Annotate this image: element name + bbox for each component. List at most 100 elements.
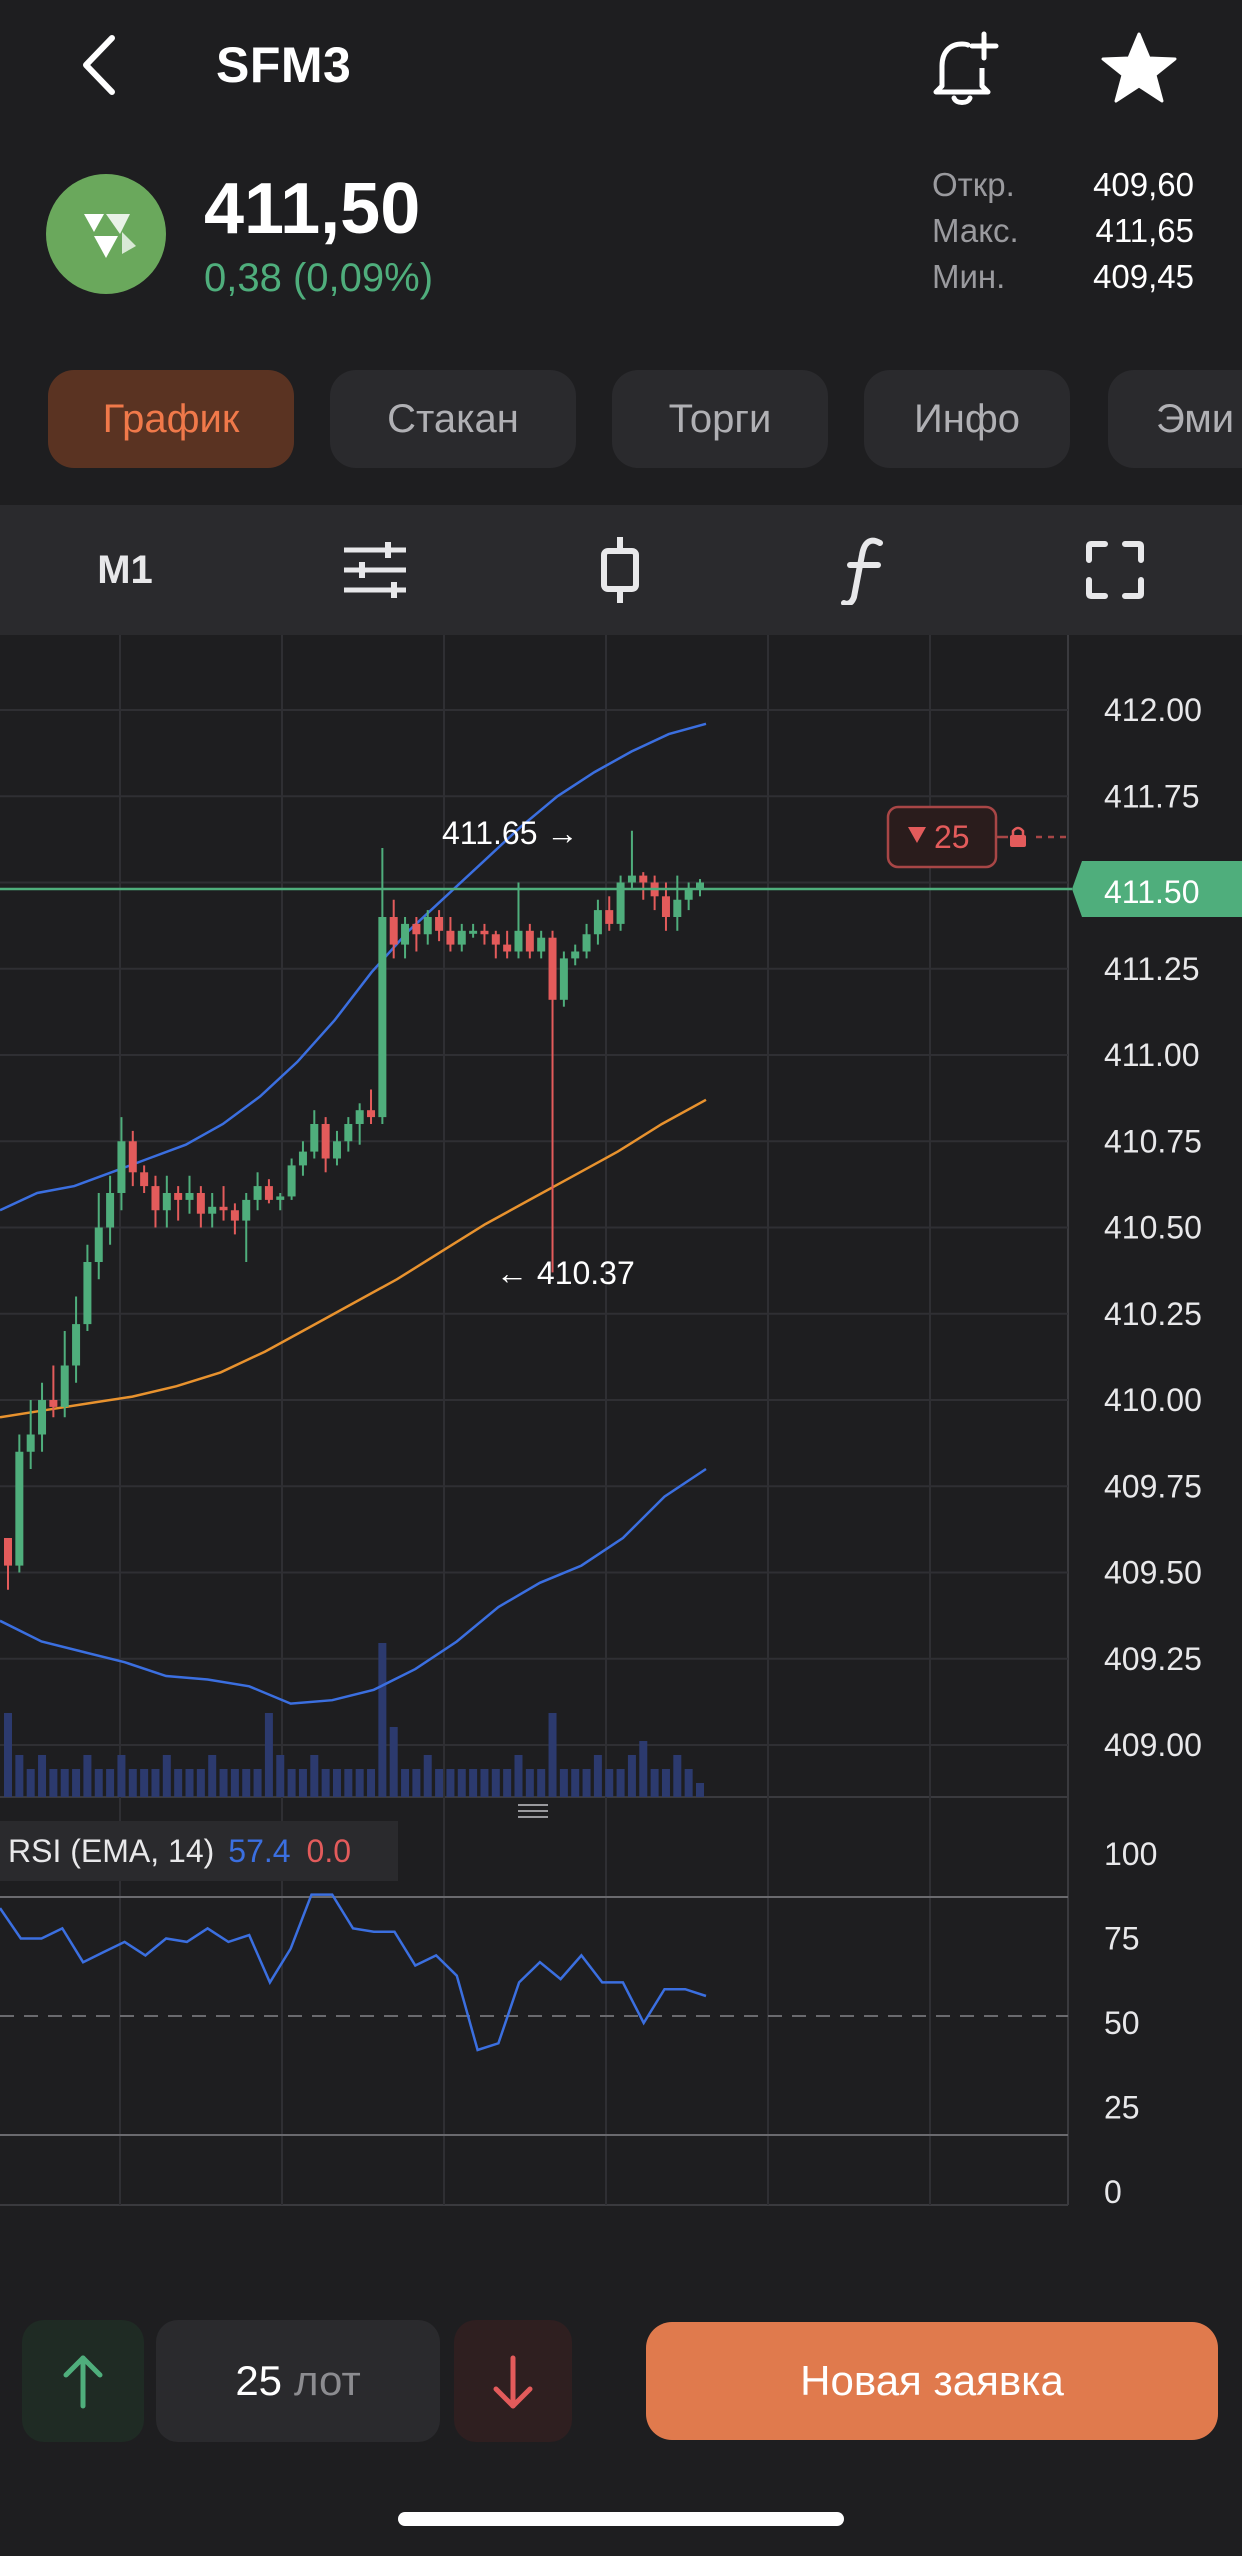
candle-body <box>446 930 455 945</box>
settings-sliders-icon[interactable] <box>330 505 420 635</box>
instrument-logo <box>46 174 166 294</box>
candlestick-icon[interactable] <box>580 505 660 635</box>
candle-body <box>287 1165 296 1197</box>
tab-info[interactable]: Инфо <box>864 370 1070 468</box>
volume-bar <box>627 1755 636 1797</box>
volume-bar <box>673 1755 682 1797</box>
volume-bar <box>140 1769 149 1797</box>
price-axis-label: 409.00 <box>1104 1727 1202 1763</box>
new-order-button[interactable]: Новая заявка <box>646 2322 1218 2440</box>
day-stats: Откр. 409,60 Макс. 411,65 Мин. 409,45 <box>932 166 1194 304</box>
fullscreen-icon[interactable] <box>1070 505 1160 635</box>
candle-body <box>174 1193 183 1200</box>
volume-bar <box>480 1769 489 1797</box>
volume-bar <box>196 1769 205 1797</box>
candle-body <box>219 1206 228 1211</box>
volume-bar <box>650 1769 659 1797</box>
function-icon[interactable] <box>820 505 910 635</box>
lot-unit: лот <box>294 2357 361 2404</box>
candle-body <box>83 1262 92 1325</box>
pane-resize-handle[interactable] <box>518 1804 548 1818</box>
candle-body <box>106 1193 115 1228</box>
volume-bar <box>94 1769 103 1797</box>
candle-body <box>548 937 557 1000</box>
volume-bar <box>389 1727 398 1797</box>
volume-bar <box>230 1769 239 1797</box>
price-chart[interactable]: 411.50 25 411.65 → ← 410.37 RSI (EMA, 14… <box>0 635 1242 2235</box>
timeframe-button[interactable]: M1 <box>97 547 153 592</box>
candle-body <box>684 889 693 900</box>
volume-bar <box>253 1769 262 1797</box>
sell-button[interactable] <box>454 2320 572 2442</box>
back-arrow-icon[interactable] <box>70 30 130 100</box>
volume-bar <box>605 1769 614 1797</box>
price-axis-label: 411.25 <box>1104 951 1200 987</box>
volume-bar <box>264 1713 273 1797</box>
price-axis-label: 410.75 <box>1104 1123 1202 1159</box>
price-axis-label: 409.75 <box>1104 1468 1202 1504</box>
price-axis-label: 411.75 <box>1104 778 1200 814</box>
volume-bar <box>242 1769 251 1797</box>
candle-body <box>696 882 704 890</box>
rsi-value: 57.4 <box>228 1833 290 1869</box>
chart-canvas[interactable]: 411.50 25 411.65 → ← 410.37 RSI (EMA, 14… <box>0 635 1242 2235</box>
volume-bar <box>525 1769 534 1797</box>
volume-bar <box>616 1769 625 1797</box>
bell-plus-icon[interactable] <box>924 28 1004 108</box>
candle-body <box>253 1186 262 1200</box>
volume-bar <box>162 1755 171 1797</box>
tab-chart[interactable]: График <box>48 370 294 468</box>
tab-order-book[interactable]: Стакан <box>330 370 576 468</box>
volume-bar <box>423 1755 432 1797</box>
volume-bar <box>15 1755 24 1797</box>
candle-body <box>151 1186 160 1211</box>
candle-body <box>298 1151 307 1166</box>
price-axis-label: 411.00 <box>1104 1037 1200 1073</box>
candle-body <box>242 1199 251 1221</box>
candle-body <box>321 1124 330 1159</box>
lot-quantity-field[interactable]: 25 лот <box>156 2320 440 2442</box>
rsi-header: RSI (EMA, 14) 57.4 0.0 <box>8 1833 351 1869</box>
price-change: 0,38 (0,09%) <box>204 256 434 300</box>
candle-body <box>401 923 410 945</box>
candle-body <box>673 899 682 917</box>
home-indicator <box>398 2512 844 2526</box>
volume-bar <box>128 1769 137 1797</box>
volume-bar <box>593 1755 602 1797</box>
stat-high: Макс. 411,65 <box>932 212 1194 258</box>
stat-open: Откр. 409,60 <box>932 166 1194 212</box>
tab-trades[interactable]: Торги <box>612 370 828 468</box>
volume-bar <box>537 1769 546 1797</box>
candle-body <box>378 917 387 1118</box>
volume-bar <box>401 1769 410 1797</box>
candle-body <box>639 875 648 883</box>
candle-body <box>525 930 534 952</box>
volume-bar <box>287 1769 296 1797</box>
volume-bar <box>60 1769 69 1797</box>
candle-body <box>571 951 580 959</box>
stat-value: 411,65 <box>1095 212 1194 249</box>
logo-icon <box>84 214 136 258</box>
price-axis-label: 410.00 <box>1104 1382 1202 1418</box>
volume-bar <box>684 1769 693 1797</box>
rsi-header-bg <box>0 1821 398 1881</box>
candle-body <box>72 1324 81 1366</box>
candle-body <box>605 910 614 924</box>
candle-body <box>435 917 444 931</box>
tab-issuer[interactable]: Эми <box>1108 370 1242 468</box>
candle-body <box>457 930 466 945</box>
indicator-band-line <box>0 1467 707 1705</box>
volume-bar <box>457 1769 466 1797</box>
moving-average-slow-line <box>0 1098 707 1419</box>
volume-bar <box>38 1755 47 1797</box>
candle-body <box>26 1434 35 1452</box>
star-icon[interactable] <box>1100 30 1178 108</box>
arrow-down-icon <box>493 2355 533 2409</box>
buy-button[interactable] <box>22 2320 144 2442</box>
candle-body <box>49 1400 58 1407</box>
volume-bar <box>4 1713 12 1797</box>
price-axis-label: 410.50 <box>1104 1210 1202 1246</box>
candle-body <box>344 1124 353 1142</box>
price-axis-label: 410.25 <box>1104 1296 1202 1332</box>
volume-bar <box>106 1769 115 1797</box>
